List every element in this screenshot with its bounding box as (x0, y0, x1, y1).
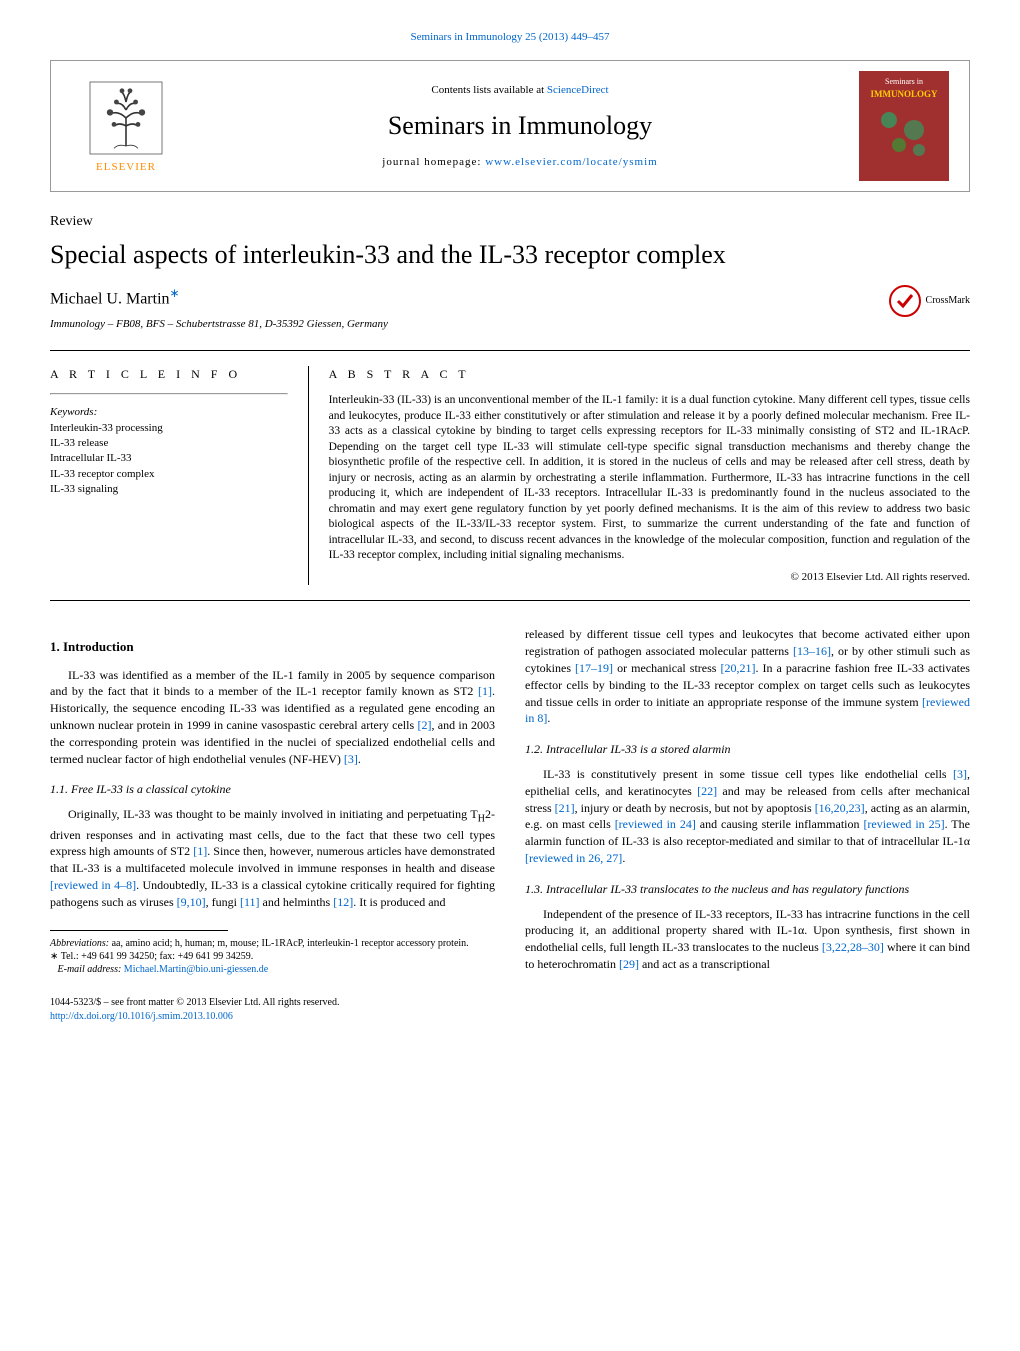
footer-line1: 1044-5323/$ – see front matter © 2013 El… (50, 996, 495, 1010)
email-footnote: E-mail address: Michael.Martin@bio.uni-g… (50, 963, 495, 976)
left-column: 1. Introduction IL-33 was identified as … (50, 626, 495, 1024)
journal-citation[interactable]: Seminars in Immunology 25 (2013) 449–457 (50, 30, 970, 45)
article-info-heading: A R T I C L E I N F O (50, 366, 288, 383)
affiliation: Immunology – FB08, BFS – Schubertstrasse… (50, 317, 970, 332)
article-title: Special aspects of interleukin-33 and th… (50, 237, 970, 273)
ref-link[interactable]: [13–16] (793, 644, 831, 658)
paragraph: Independent of the presence of IL-33 rec… (525, 906, 970, 973)
paragraph: IL-33 was identified as a member of the … (50, 667, 495, 768)
ref-link[interactable]: [29] (619, 957, 639, 971)
journal-cover: Seminars in IMMUNOLOGY (859, 71, 949, 181)
ref-link[interactable]: [20,21] (720, 661, 755, 675)
contents-prefix: Contents lists available at (431, 84, 546, 96)
paragraph: Originally, IL-33 was thought to be main… (50, 806, 495, 910)
copyright: © 2013 Elsevier Ltd. All rights reserved… (329, 570, 970, 585)
crossmark-badge[interactable]: CrossMark (889, 285, 970, 317)
homepage-prefix: journal homepage: (382, 156, 485, 168)
keyword: IL-33 release (50, 436, 288, 451)
ref-link[interactable]: [1] (193, 844, 207, 858)
publisher-logo: ELSEVIER (71, 78, 181, 175)
section-1-2-heading: 1.2. Intracellular IL-33 is a stored ala… (525, 741, 970, 758)
doi-link[interactable]: http://dx.doi.org/10.1016/j.smim.2013.10… (50, 1011, 233, 1022)
ref-link[interactable]: [17–19] (575, 661, 613, 675)
ref-link[interactable]: [reviewed in 26, 27] (525, 851, 622, 865)
footer: 1044-5323/$ – see front matter © 2013 El… (50, 996, 495, 1024)
author-name: Michael U. Martin (50, 291, 170, 308)
crossmark-label: CrossMark (926, 294, 970, 308)
abstract-text: Interleukin-33 (IL-33) is an unconventio… (329, 393, 970, 564)
ref-link[interactable]: [12] (333, 895, 353, 909)
abbrev-label: Abbreviations: (50, 938, 109, 949)
article-info: A R T I C L E I N F O Keywords: Interleu… (50, 366, 308, 585)
info-abstract-row: A R T I C L E I N F O Keywords: Interleu… (50, 350, 970, 601)
footnote-separator (50, 930, 228, 931)
keyword: IL-33 receptor complex (50, 467, 288, 482)
paragraph: IL-33 is constitutively present in some … (525, 766, 970, 867)
cover-art-icon (869, 100, 939, 170)
ref-link[interactable]: [9,10] (177, 895, 206, 909)
ref-link[interactable]: [1] (478, 684, 492, 698)
section-1-heading: 1. Introduction (50, 638, 495, 656)
email-link[interactable]: Michael.Martin@bio.uni-giessen.de (124, 964, 268, 975)
journal-title: Seminars in Immunology (181, 108, 859, 144)
cover-line2: IMMUNOLOGY (871, 88, 938, 101)
article-type: Review (50, 212, 970, 232)
ref-link[interactable]: [3] (953, 767, 967, 781)
section-1-3-heading: 1.3. Intracellular IL-33 translocates to… (525, 881, 970, 898)
ref-link[interactable]: [3] (344, 752, 358, 766)
elsevier-label: ELSEVIER (96, 160, 156, 175)
abstract-column: A B S T R A C T Interleukin-33 (IL-33) i… (308, 366, 970, 585)
homepage-link[interactable]: www.elsevier.com/locate/ysmim (485, 156, 657, 168)
keyword: Interleukin-33 processing (50, 421, 288, 436)
journal-header: ELSEVIER Contents lists available at Sci… (50, 60, 970, 192)
email-label: E-mail address: (58, 964, 124, 975)
abstract-heading: A B S T R A C T (329, 366, 970, 383)
elsevier-tree-icon (86, 78, 166, 158)
corresponding-footnote: ∗ Tel.: +49 641 99 34250; fax: +49 641 9… (50, 950, 495, 963)
ref-link[interactable]: [2] (417, 718, 431, 732)
ref-link[interactable]: [11] (240, 895, 260, 909)
crossmark-icon (889, 285, 921, 317)
ref-link[interactable]: [reviewed in 4–8] (50, 878, 136, 892)
sciencedirect-link[interactable]: ScienceDirect (547, 84, 609, 96)
right-column: released by different tissue cell types … (525, 626, 970, 1024)
paragraph: released by different tissue cell types … (525, 626, 970, 727)
abbreviations-footnote: Abbreviations: aa, amino acid; h, human;… (50, 937, 495, 950)
contents-line: Contents lists available at ScienceDirec… (181, 83, 859, 98)
keyword: IL-33 signaling (50, 482, 288, 497)
ref-link[interactable]: [reviewed in 25] (863, 817, 944, 831)
section-1-1-heading: 1.1. Free IL-33 is a classical cytokine (50, 781, 495, 798)
homepage-line: journal homepage: www.elsevier.com/locat… (181, 155, 859, 170)
ref-link[interactable]: [reviewed in 24] (615, 817, 696, 831)
ref-link[interactable]: [21] (555, 801, 575, 815)
body-columns: 1. Introduction IL-33 was identified as … (50, 626, 970, 1024)
ref-link[interactable]: [3,22,28–30] (822, 940, 884, 954)
keyword: Intracellular IL-33 (50, 451, 288, 466)
ref-link[interactable]: [16,20,23] (815, 801, 865, 815)
author: Michael U. Martin∗ (50, 285, 970, 311)
header-center: Contents lists available at ScienceDirec… (181, 83, 859, 170)
ref-link[interactable]: [22] (697, 784, 717, 798)
cover-line1: Seminars in (885, 76, 923, 87)
keywords-label: Keywords: (50, 405, 288, 420)
corresponding-star-icon: ∗ (170, 286, 180, 300)
